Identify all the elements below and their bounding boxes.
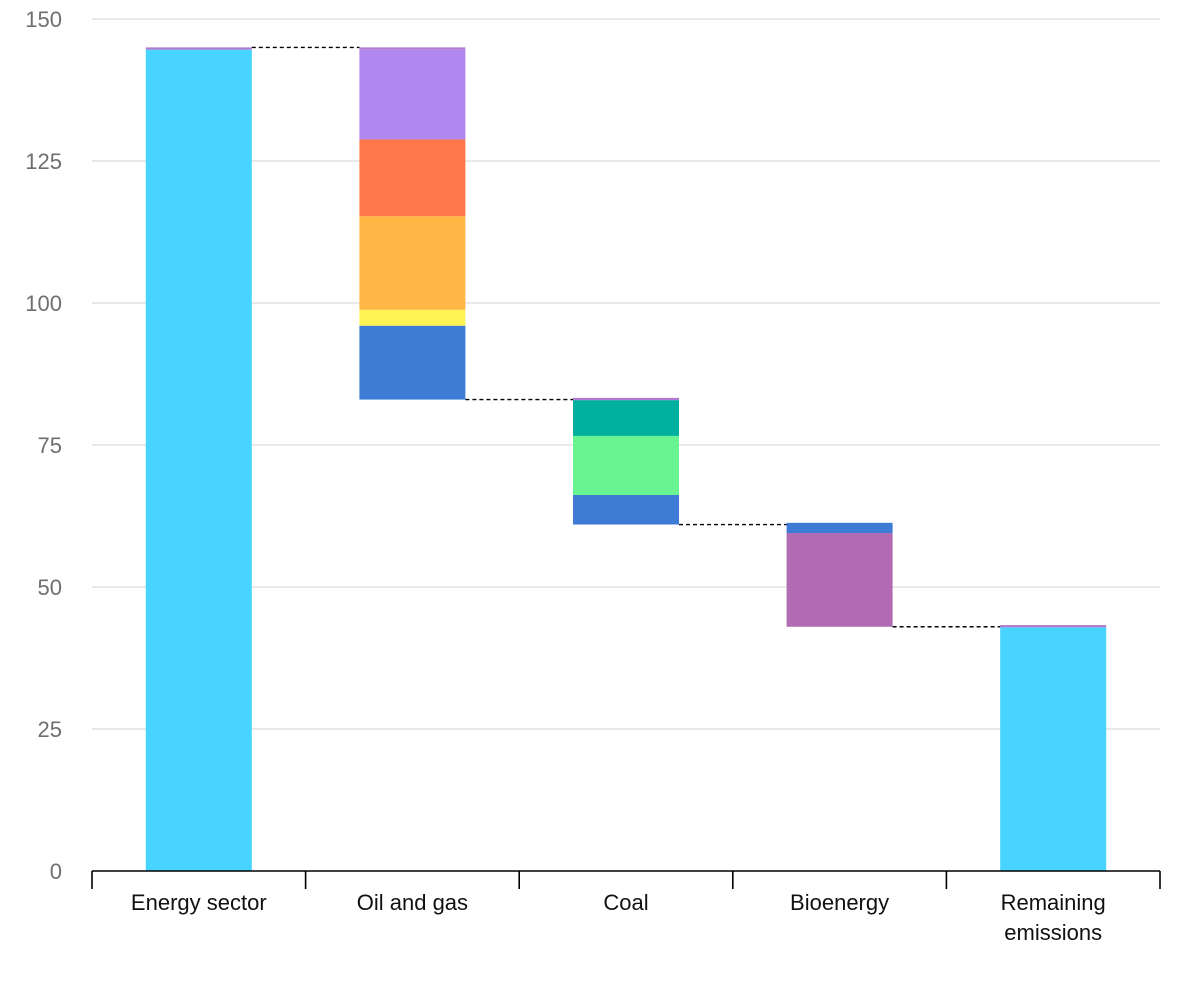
x-category-label-4: Remaining emissions [1001, 890, 1106, 945]
bar-1-segment-0 [359, 325, 466, 400]
bars [145, 47, 1107, 872]
x-category-label-3: Bioenergy [790, 890, 889, 915]
bar-3-segment-1 [786, 522, 893, 534]
bar-2-segment-2 [573, 400, 679, 436]
bar-2-segment-0 [573, 494, 679, 525]
bar-4 [1000, 625, 1107, 871]
bar-1-segment-4 [359, 49, 466, 140]
bar-1-segment-5 [359, 47, 466, 50]
bar-1 [359, 47, 466, 400]
bar-0-segment-1 [145, 47, 252, 50]
x-category-label-2: Coal [603, 890, 648, 915]
x-axis-category-labels: Energy sector Oil and gas Coal Bioenergy Rem… [131, 890, 1106, 945]
x-category-label-0: Energy sector [131, 890, 267, 915]
connectors [251, 46, 1001, 628]
y-axis-tick-labels: 0 25 50 75 100 125 150 [25, 7, 62, 884]
x-axis [91, 870, 1161, 889]
bar-3 [786, 522, 893, 627]
y-tick-label-50: 50 [38, 575, 62, 600]
x-category-label-1: Oil and gas [357, 890, 468, 915]
bar-2-segment-3 [573, 397, 679, 401]
bar-4-segment-1 [1000, 625, 1107, 628]
y-tick-label-25: 25 [38, 717, 62, 742]
y-tick-label-150: 150 [25, 7, 62, 32]
y-tick-label-100: 100 [25, 291, 62, 316]
bar-1-segment-3 [359, 139, 466, 217]
y-tick-label-75: 75 [38, 433, 62, 458]
bar-3-segment-0 [786, 533, 893, 627]
bar-2 [573, 397, 679, 525]
y-tick-label-0: 0 [50, 859, 62, 884]
bar-2-segment-1 [573, 435, 679, 495]
bar-0 [145, 47, 252, 872]
bar-0-segment-0 [145, 49, 252, 872]
bar-1-segment-1 [359, 309, 466, 326]
bar-1-segment-2 [359, 216, 466, 310]
gridlines [92, 18, 1160, 730]
bar-4-segment-0 [1000, 627, 1107, 871]
y-tick-label-125: 125 [25, 149, 62, 174]
